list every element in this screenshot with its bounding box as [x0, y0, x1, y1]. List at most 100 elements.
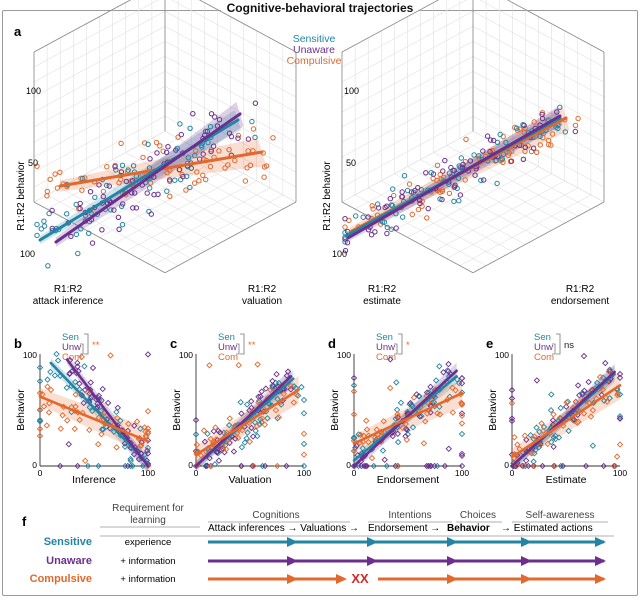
sensitive-point	[557, 104, 563, 111]
sig-bracket-inner	[80, 343, 84, 355]
compulsive-point	[216, 148, 222, 154]
unaware-point	[80, 399, 87, 407]
xtick-100: 100	[297, 468, 311, 478]
sensitive-point	[207, 124, 214, 130]
compulsive-point	[521, 432, 529, 439]
sensitive-point	[184, 173, 190, 180]
cube-grid-line	[171, 0, 297, 68]
unaware-point	[522, 144, 528, 151]
unaware-point	[248, 424, 255, 432]
ytick-100: 100	[23, 350, 37, 360]
sensitive-point	[249, 118, 255, 125]
unaware-point	[89, 240, 96, 246]
compulsive-point	[95, 441, 102, 448]
compulsive-arrow-head	[595, 574, 606, 584]
unaware-point	[442, 157, 448, 164]
stage-selfawareness-title: Self-awareness	[526, 510, 595, 521]
sensitive-point	[41, 218, 47, 224]
compulsive-point	[234, 434, 242, 442]
unaware-arrow-head	[367, 556, 378, 566]
compulsive-point	[350, 388, 358, 395]
unaware-arrow-head	[287, 556, 298, 566]
xtick-0: 0	[352, 468, 357, 478]
sensitive-point	[393, 379, 400, 386]
cube-grid-line	[446, 145, 578, 217]
unaware-point	[215, 457, 223, 464]
compulsive-point	[200, 172, 206, 179]
compulsive-point	[250, 126, 257, 132]
compulsive-point	[489, 148, 496, 154]
compulsive-fit-line	[38, 395, 150, 443]
a-right-ztick-100: 100	[344, 86, 359, 96]
sensitive-point	[64, 211, 70, 217]
compulsive-point	[118, 140, 124, 147]
compulsive-point	[373, 426, 380, 433]
cube-grid-line	[446, 187, 578, 259]
sensitive-point	[108, 207, 114, 213]
sensitive-point	[130, 163, 137, 169]
compulsive-point	[226, 147, 232, 153]
ytick-0: 0	[188, 460, 193, 470]
sensitive-point	[397, 399, 405, 406]
unaware-point	[530, 145, 537, 151]
stage-cognitions-title: Cognitions	[252, 510, 299, 521]
unaware-arrow-head	[521, 556, 532, 566]
unaware-point	[99, 227, 105, 233]
compulsive-point	[599, 386, 607, 393]
sensitive-point	[119, 162, 126, 169]
sensitive-point	[237, 399, 244, 406]
unaware-point	[192, 416, 200, 424]
compulsive-point	[137, 442, 145, 450]
sensitive-point	[514, 125, 520, 131]
compulsive-point	[365, 438, 372, 446]
unaware-point	[353, 442, 360, 450]
legend-a-compulsive: Compulsive	[287, 55, 342, 67]
unaware-point	[525, 462, 532, 470]
compulsive-point	[200, 427, 208, 434]
panel-e-significance: ns	[564, 340, 574, 351]
sensitive-point	[164, 188, 170, 194]
compulsive-point	[462, 177, 468, 183]
unaware-point	[124, 462, 131, 470]
unaware-point	[375, 205, 382, 211]
a-left-ylabel-2: valuation	[242, 296, 282, 307]
compulsive-point	[394, 411, 401, 418]
cube-grid-line	[472, 26, 605, 98]
sensitive-point	[548, 391, 555, 398]
unaware-point	[154, 150, 160, 156]
unaware-point	[235, 135, 241, 141]
unaware-point	[178, 131, 185, 138]
cube-grid-line	[459, 138, 592, 210]
unaware-point	[417, 200, 423, 207]
cube-grid-line	[33, 11, 166, 83]
cube-grid-line	[472, 131, 605, 203]
cube-edge	[198, 0, 297, 53]
compulsive-point	[193, 441, 200, 448]
a-right-ztick-50: 50	[346, 158, 356, 168]
unaware-point	[238, 462, 245, 470]
compulsive-point	[113, 444, 120, 451]
unaware-point	[576, 392, 583, 399]
compulsive-point	[47, 386, 55, 394]
sensitive-point	[113, 167, 119, 173]
unaware-point	[539, 115, 546, 122]
compulsive-point	[79, 187, 85, 193]
cube-grid-line	[138, 187, 270, 259]
sensitive-point	[47, 368, 54, 376]
sensitive-point	[192, 431, 200, 438]
unaware-point	[570, 416, 578, 423]
compulsive-point	[616, 441, 624, 448]
cube-grid-line	[420, 159, 552, 231]
panel-d-letter: d	[328, 336, 336, 351]
sig-bracket-inner	[552, 343, 556, 355]
unaware-point	[554, 109, 560, 115]
a-left-xlabel-1: R1:R2	[54, 284, 83, 295]
compulsive-point	[157, 143, 163, 149]
compulsive-point	[525, 143, 531, 149]
unaware-point	[439, 196, 445, 203]
unaware-point	[368, 232, 375, 238]
compulsive-point	[141, 424, 148, 431]
